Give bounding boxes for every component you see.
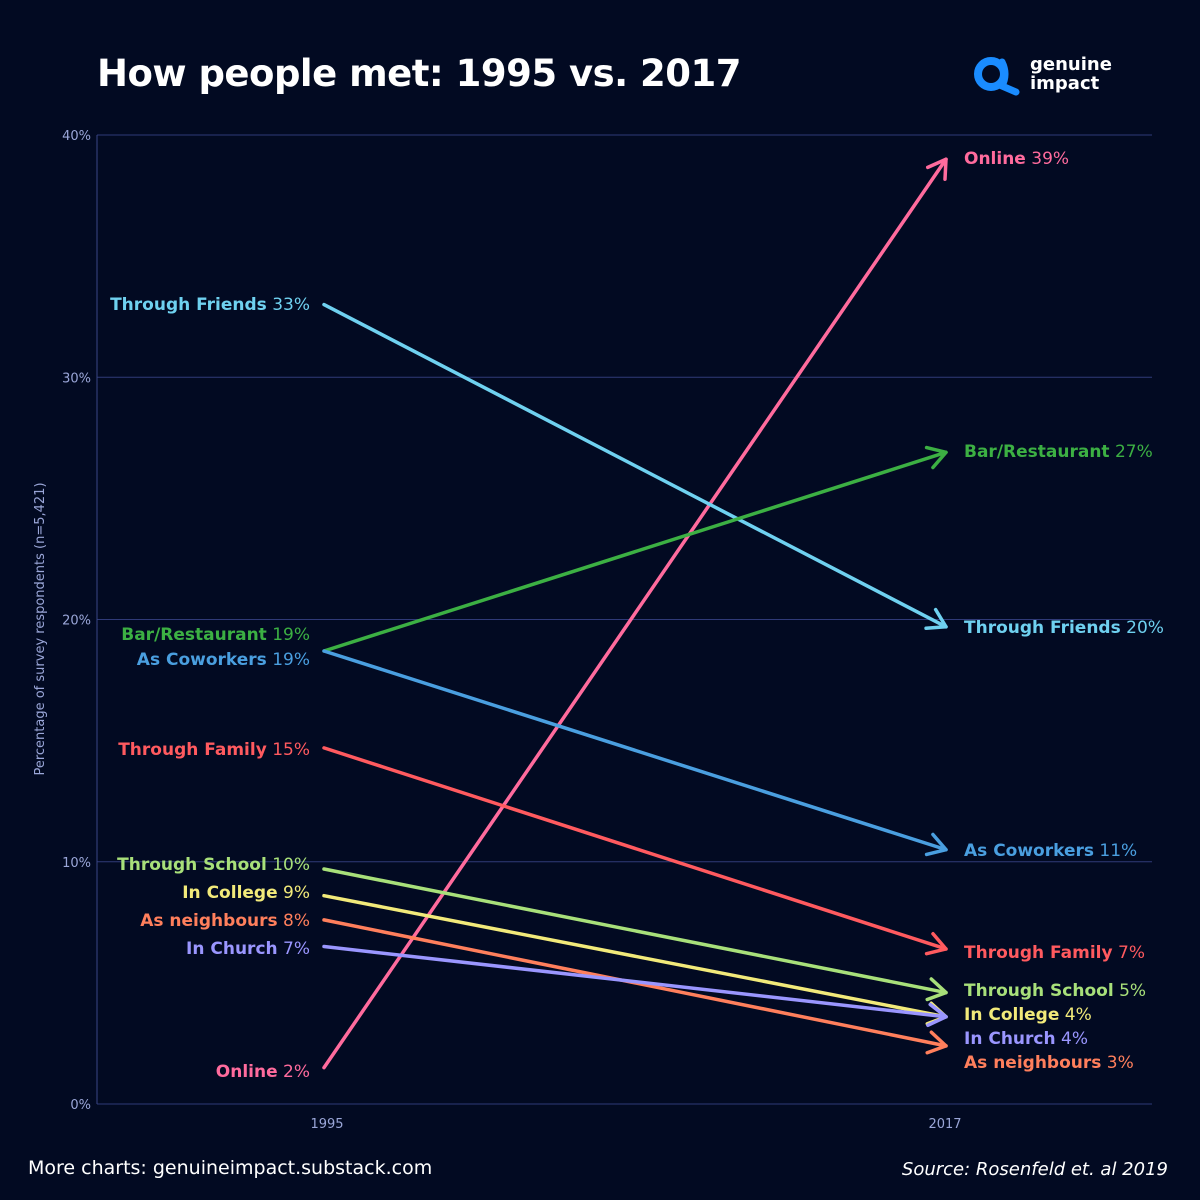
y-tick-label: 10% — [62, 856, 91, 871]
series-line — [322, 918, 948, 1055]
chart-title: How people met: 1995 vs. 2017 — [97, 52, 742, 95]
series-line — [322, 649, 948, 857]
series-label-left: Through Family 15% — [118, 740, 310, 760]
logo-line2: impact — [1030, 73, 1100, 94]
footer-source: Source: Rosenfeld et. al 2019 — [901, 1159, 1168, 1180]
series-line — [322, 944, 948, 1028]
y-tick-label: 30% — [62, 371, 91, 386]
series-line — [322, 746, 948, 956]
series-label-right: In Church 4% — [964, 1029, 1088, 1049]
alpha-logo-icon — [974, 57, 1020, 96]
series-segment — [322, 450, 948, 653]
x-tick-label: 2017 — [928, 1117, 961, 1132]
series-label-left: Through School 10% — [117, 855, 310, 875]
series-label-left: In College 9% — [182, 883, 310, 903]
axes: Percentage of survey respondents (n=5,42… — [33, 129, 962, 1132]
series-label-left: As neighbours 8% — [140, 911, 310, 931]
series-label-left: In Church 7% — [186, 939, 310, 959]
footer-more-charts: More charts: genuineimpact.substack.com — [28, 1157, 433, 1179]
y-tick-label: 40% — [62, 129, 91, 144]
series-label-left: Online 2% — [216, 1062, 310, 1082]
series-label-right: Through Family 7% — [964, 943, 1145, 963]
series-arrowhead — [925, 157, 948, 181]
series-segment — [322, 944, 948, 1019]
series-segment — [322, 649, 948, 852]
series-segment — [322, 746, 948, 951]
x-tick-label: 1995 — [310, 1117, 343, 1132]
series-arrowhead — [926, 1002, 948, 1028]
series-label-right: Online 39% — [964, 149, 1069, 169]
series-label-right: Through School 5% — [964, 981, 1146, 1001]
y-tick-label: 20% — [62, 614, 91, 629]
logo-line1: genuine — [1030, 54, 1112, 75]
series-line — [322, 302, 948, 630]
labels-layer: Online 2% Online 39% Through Friends 33% Th… — [110, 149, 1164, 1082]
series-arrowhead — [924, 445, 948, 470]
series-label-left: Through Friends 33% — [110, 295, 310, 315]
series-arrowhead — [924, 932, 948, 956]
series-segment — [322, 867, 948, 995]
series-segment — [322, 893, 948, 1019]
series-segment — [322, 302, 948, 629]
brand-logo: genuine impact — [972, 52, 1112, 96]
series-label-left: As Coworkers 19% — [137, 650, 310, 670]
series-layer — [322, 157, 948, 1070]
series-label-right: In College 4% — [964, 1005, 1092, 1025]
series-line — [322, 867, 948, 1002]
gridlines — [97, 134, 1152, 1105]
series-arrowhead — [924, 607, 948, 630]
y-axis-label: Percentage of survey respondents (n=5,42… — [33, 482, 48, 775]
series-arrowhead — [925, 977, 948, 1002]
logo-wordmark: genuine impact — [1030, 55, 1112, 93]
series-label-right: Bar/Restaurant 27% — [964, 442, 1153, 462]
y-tick-label: 0% — [70, 1098, 91, 1113]
series-label-right: Through Friends 20% — [964, 618, 1164, 638]
series-label-left: Bar/Restaurant 19% — [121, 625, 310, 645]
series-arrowhead — [925, 1030, 948, 1055]
series-line — [322, 445, 948, 653]
series-label-right: As neighbours 3% — [964, 1053, 1134, 1073]
series-arrowhead — [924, 832, 948, 857]
series-label-right: As Coworkers 11% — [964, 841, 1137, 861]
